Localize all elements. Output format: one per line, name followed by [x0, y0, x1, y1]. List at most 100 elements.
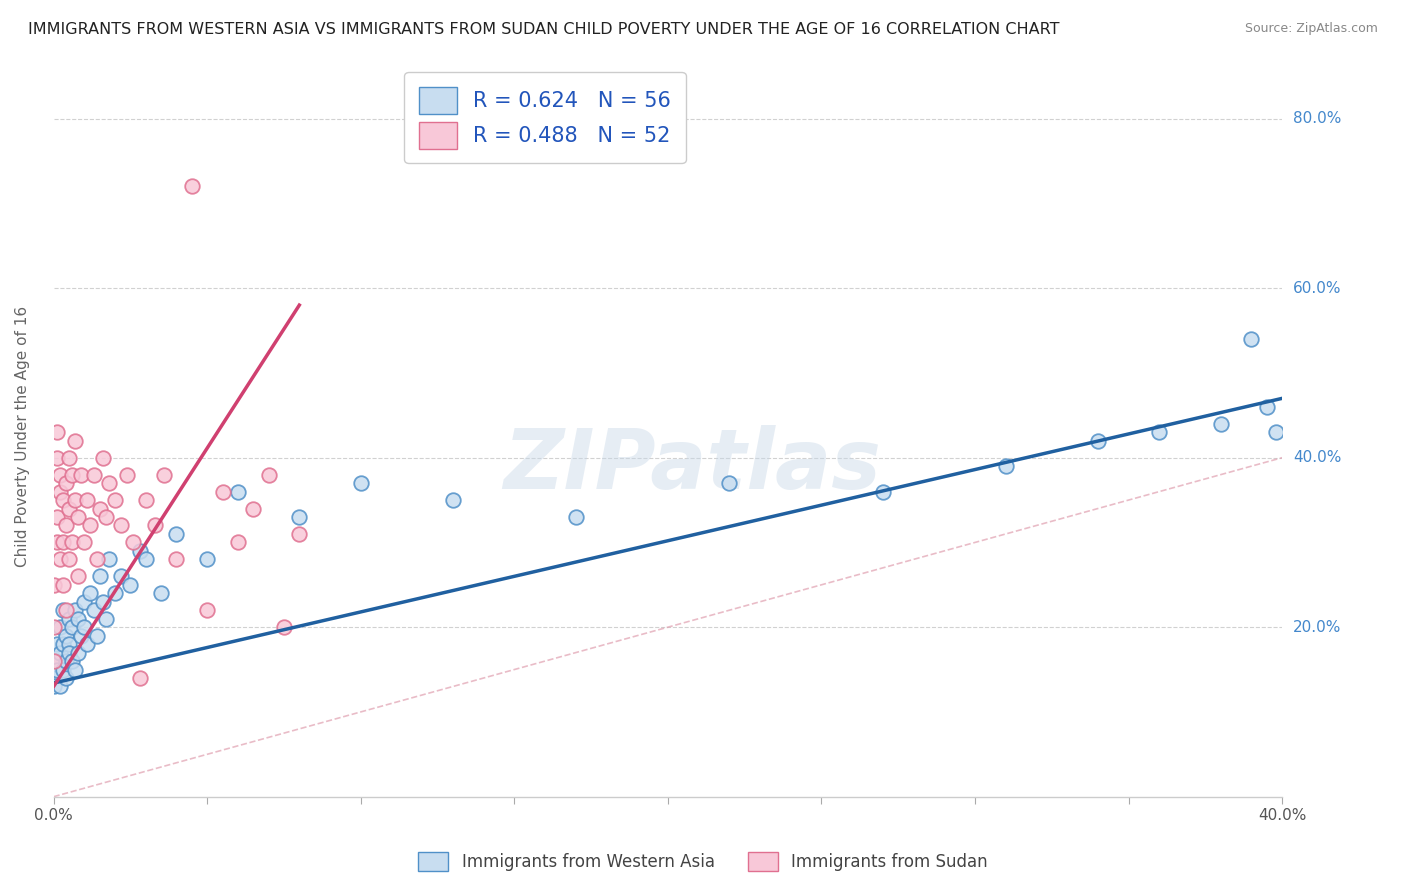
Point: [42, 578, 65, 592]
Point: [45, 654, 67, 668]
Point: [52, 603, 75, 617]
Point: [48, 484, 70, 499]
Point: [63, 663, 86, 677]
Point: [135, 493, 157, 508]
Point: [52, 578, 75, 592]
Point: [63, 434, 86, 448]
Point: [86, 629, 108, 643]
Point: [718, 476, 741, 491]
Point: [55, 654, 77, 668]
Text: ZIPatlas: ZIPatlas: [503, 425, 882, 506]
Point: [110, 569, 132, 583]
Point: [1265, 425, 1288, 440]
Point: [288, 527, 311, 541]
Point: [60, 535, 83, 549]
Point: [60, 654, 83, 668]
Point: [45, 425, 67, 440]
Point: [104, 586, 127, 600]
Point: [273, 620, 295, 634]
Point: [110, 518, 132, 533]
Point: [55, 629, 77, 643]
Point: [45, 663, 67, 677]
Point: [441, 493, 464, 508]
Point: [872, 484, 894, 499]
Point: [73, 620, 96, 634]
Point: [83, 603, 105, 617]
Point: [45, 510, 67, 524]
Point: [288, 510, 311, 524]
Point: [104, 493, 127, 508]
Point: [45, 535, 67, 549]
Point: [257, 467, 280, 482]
Point: [52, 637, 75, 651]
Point: [94, 510, 117, 524]
Point: [79, 586, 101, 600]
Point: [89, 569, 111, 583]
Point: [143, 518, 166, 533]
Point: [350, 476, 373, 491]
Text: 80.0%: 80.0%: [1294, 112, 1341, 126]
Point: [73, 535, 96, 549]
Point: [1209, 417, 1232, 431]
Point: [63, 493, 86, 508]
Point: [128, 544, 150, 558]
Text: 40.0%: 40.0%: [1294, 450, 1341, 465]
Point: [58, 612, 80, 626]
Point: [86, 552, 108, 566]
Point: [76, 493, 98, 508]
Point: [52, 493, 75, 508]
Point: [128, 671, 150, 685]
Point: [226, 484, 249, 499]
Point: [58, 552, 80, 566]
Point: [48, 552, 70, 566]
Point: [58, 501, 80, 516]
Point: [63, 603, 86, 617]
Y-axis label: Child Poverty Under the Age of 16: Child Poverty Under the Age of 16: [15, 306, 30, 567]
Point: [52, 663, 75, 677]
Point: [211, 484, 233, 499]
Point: [117, 467, 139, 482]
Point: [67, 569, 90, 583]
Point: [79, 518, 101, 533]
Point: [89, 501, 111, 516]
Point: [48, 467, 70, 482]
Point: [166, 527, 188, 541]
Point: [70, 467, 93, 482]
Point: [55, 518, 77, 533]
Point: [1149, 425, 1171, 440]
Point: [55, 476, 77, 491]
Point: [48, 646, 70, 660]
Point: [60, 620, 83, 634]
Point: [97, 476, 120, 491]
Point: [67, 646, 90, 660]
Legend: R = 0.624   N = 56, R = 0.488   N = 52: R = 0.624 N = 56, R = 0.488 N = 52: [405, 72, 686, 163]
Point: [83, 467, 105, 482]
Point: [150, 586, 173, 600]
Point: [1256, 400, 1278, 414]
Point: [226, 535, 249, 549]
Point: [994, 459, 1017, 474]
Point: [195, 603, 218, 617]
Point: [564, 510, 586, 524]
Point: [67, 510, 90, 524]
Point: [97, 552, 120, 566]
Point: [48, 620, 70, 634]
Point: [42, 620, 65, 634]
Point: [55, 671, 77, 685]
Point: [91, 595, 114, 609]
Point: [195, 552, 218, 566]
Point: [42, 654, 65, 668]
Point: [242, 501, 264, 516]
Point: [52, 535, 75, 549]
Point: [120, 578, 142, 592]
Point: [58, 450, 80, 465]
Point: [94, 612, 117, 626]
Text: Source: ZipAtlas.com: Source: ZipAtlas.com: [1244, 22, 1378, 36]
Point: [70, 629, 93, 643]
Text: 20.0%: 20.0%: [1294, 620, 1341, 635]
Point: [45, 450, 67, 465]
Point: [42, 671, 65, 685]
Point: [1087, 434, 1109, 448]
Point: [67, 612, 90, 626]
Point: [45, 637, 67, 651]
